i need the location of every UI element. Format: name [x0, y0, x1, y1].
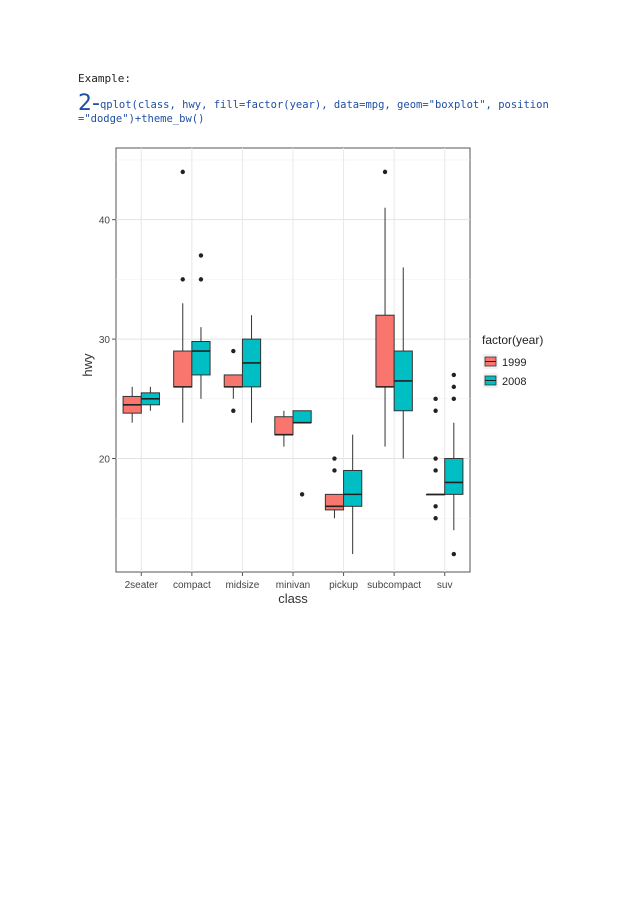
- y-axis-title: hwy: [80, 353, 95, 377]
- box-group: [324, 456, 345, 519]
- box-body: [274, 416, 294, 436]
- box-group: [292, 410, 312, 497]
- code-text: qplot(class, hwy, fill=factor(year), dat…: [99, 99, 549, 111]
- grid-layer: [116, 148, 470, 572]
- boxplot-chart: 20 30 40 2seater compact midsize minivan pickup…: [80, 147, 543, 606]
- outlier-point: [382, 169, 388, 175]
- legend-label: 1999: [502, 357, 526, 369]
- outlier-point: [451, 372, 457, 378]
- box-group: [426, 396, 446, 521]
- box-group: [241, 315, 262, 423]
- box-group: [191, 253, 211, 399]
- outlier-point: [451, 396, 457, 402]
- example-label: Example:: [78, 72, 131, 85]
- box-body: [375, 314, 395, 388]
- outlier-point: [332, 468, 337, 473]
- box-group: [444, 372, 464, 557]
- legend-label: 2008: [502, 376, 526, 388]
- outlier-point: [451, 384, 457, 390]
- box-layer: [122, 169, 464, 557]
- box-body: [191, 340, 211, 376]
- outlier-point: [433, 468, 438, 473]
- box-group: [274, 410, 294, 447]
- x-tick-label: subcompact: [367, 580, 421, 591]
- x-tick-label: suv: [437, 580, 453, 591]
- box-body: [173, 350, 193, 388]
- x-tick-label: midsize: [225, 580, 259, 591]
- axis-layer: 20 30 40 2seater compact midsize minivan pickup…: [99, 216, 453, 591]
- outlier-point: [299, 492, 305, 497]
- code-snippet: 2-qplot(class, hwy, fill=factor(year), d…: [78, 93, 578, 126]
- outlier-point: [433, 516, 438, 521]
- x-tick-label: 2seater: [125, 580, 159, 591]
- legend-title: factor(year): [482, 333, 543, 347]
- outlier-point: [231, 408, 236, 413]
- code-text-continued: ="dodge")+theme_bw(): [78, 113, 205, 125]
- box-group: [393, 267, 413, 459]
- outlier-point: [231, 348, 236, 354]
- outlier-point: [332, 456, 337, 461]
- x-tick-label: pickup: [329, 580, 358, 591]
- box-body: [444, 458, 464, 495]
- x-tick-label: minivan: [276, 580, 310, 591]
- outlier-point: [433, 396, 438, 402]
- box-group: [140, 386, 160, 411]
- legend: factor(year) 1999 2008: [482, 333, 543, 388]
- y-tick-label: 20: [99, 455, 111, 466]
- box-body: [223, 374, 243, 388]
- box-body: [343, 469, 363, 507]
- outlier-point: [198, 253, 204, 258]
- box-group: [375, 169, 395, 447]
- code-number: 2-: [78, 91, 100, 116]
- box-group: [343, 434, 363, 555]
- x-tick-label: compact: [173, 580, 211, 591]
- box-body: [324, 493, 345, 511]
- y-tick-label: 40: [99, 216, 111, 227]
- outlier-point: [433, 408, 438, 413]
- y-tick-label: 30: [99, 335, 111, 346]
- outlier-point: [451, 551, 457, 557]
- outlier-point: [198, 277, 204, 282]
- legend-keys: 1999 2008: [483, 354, 526, 388]
- outlier-point: [433, 456, 438, 461]
- outlier-point: [180, 277, 185, 282]
- outlier-point: [180, 169, 185, 175]
- x-axis-title: class: [278, 591, 308, 606]
- box-body: [292, 410, 312, 424]
- outlier-point: [433, 504, 438, 509]
